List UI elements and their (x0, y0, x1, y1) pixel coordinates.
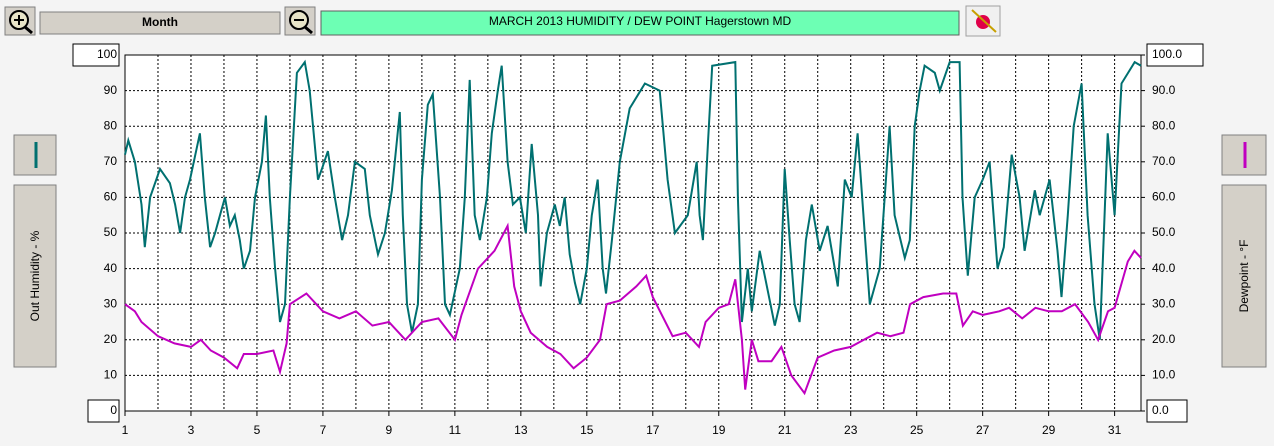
x-tick-label: 27 (976, 423, 990, 437)
y2-tick-label: 20.0 (1152, 332, 1176, 346)
y2-tick-label: 0.0 (1152, 403, 1169, 417)
y2-tick-label: 10.0 (1152, 368, 1176, 382)
tick-box (72, 43, 120, 67)
y-tick-label: 40 (104, 261, 118, 275)
tick-box (87, 399, 120, 423)
title-box (320, 10, 960, 36)
plot-frame (124, 54, 1142, 412)
y-tick-label: 30 (104, 296, 118, 310)
y2-tick-label: 90.0 (1152, 83, 1176, 97)
tick-box (1146, 399, 1188, 423)
y2-tick-label: 80.0 (1152, 118, 1176, 132)
y2-tick-label: 40.0 (1152, 261, 1176, 275)
x-tick-label: 31 (1108, 423, 1122, 437)
y2-tick-label: 50.0 (1152, 225, 1176, 239)
y-tick-label: 60 (104, 190, 118, 204)
dewpoint-axis-button[interactable]: Dewpoint - °F (1221, 184, 1267, 368)
x-tick-label: 21 (778, 423, 792, 437)
period-label: Month (142, 15, 178, 29)
x-tick-label: 13 (514, 423, 528, 437)
y-tick-label: 70 (104, 154, 118, 168)
chart-title: MARCH 2013 HUMIDITY / DEW POINT Hagersto… (489, 14, 792, 28)
tick-box (1146, 43, 1204, 67)
x-tick-label: 15 (580, 423, 594, 437)
y-tick-label: 100 (97, 47, 117, 61)
y-tick-label: 90 (104, 83, 118, 97)
x-tick-label: 23 (844, 423, 858, 437)
x-tick-label: 9 (386, 423, 393, 437)
series-line (124, 59, 1142, 340)
humidity-axis-button[interactable]: Out Humidity - % (13, 184, 57, 368)
period-button[interactable]: Month (39, 11, 281, 35)
y-tick-label: 50 (104, 225, 118, 239)
series-line (124, 222, 1142, 396)
legend-label: Dewpoint - °F (1237, 240, 1251, 313)
y-tick-label: 80 (104, 118, 118, 132)
y-tick-label: 0 (110, 403, 117, 417)
x-tick-label: 29 (1042, 423, 1056, 437)
y-tick-label: 10 (104, 368, 118, 382)
zoom-in-button[interactable] (4, 6, 36, 36)
y2-tick-label: 60.0 (1152, 190, 1176, 204)
y-tick-label: 20 (104, 332, 118, 346)
zoom-out-button[interactable] (284, 6, 316, 36)
x-tick-label: 11 (449, 423, 462, 437)
y2-tick-label: 30.0 (1152, 296, 1176, 310)
x-tick-label: 19 (712, 423, 726, 437)
x-tick-label: 7 (320, 423, 327, 437)
x-tick-label: 25 (910, 423, 924, 437)
x-tick-label: 5 (254, 423, 261, 437)
legend-label: Out Humidity - % (28, 230, 42, 321)
y2-tick-label: 70.0 (1152, 154, 1176, 168)
legend-humidity-button[interactable] (13, 134, 57, 176)
print-button[interactable] (965, 5, 1001, 37)
x-tick-label: 1 (122, 423, 129, 437)
y2-tick-label: 100.0 (1152, 47, 1182, 61)
x-tick-label: 3 (188, 423, 195, 437)
x-tick-label: 17 (646, 423, 660, 437)
legend-dewpoint-button[interactable] (1221, 134, 1267, 176)
